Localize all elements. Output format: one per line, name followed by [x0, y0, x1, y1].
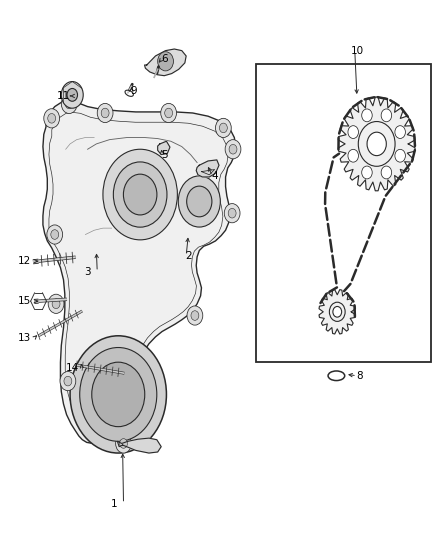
Circle shape [52, 299, 60, 309]
Circle shape [124, 174, 157, 215]
Circle shape [215, 118, 231, 138]
Circle shape [80, 348, 157, 441]
Text: 2: 2 [185, 251, 192, 261]
Text: 11: 11 [57, 91, 70, 101]
Circle shape [187, 306, 203, 325]
Text: 1: 1 [110, 499, 117, 508]
Polygon shape [196, 160, 219, 177]
Circle shape [395, 126, 406, 139]
Polygon shape [158, 141, 170, 155]
Circle shape [348, 149, 358, 162]
Circle shape [60, 372, 76, 391]
Circle shape [92, 362, 145, 426]
Polygon shape [145, 49, 186, 76]
Circle shape [120, 439, 127, 448]
Circle shape [224, 204, 240, 223]
Circle shape [165, 108, 173, 118]
Text: 8: 8 [356, 371, 363, 381]
Circle shape [358, 122, 395, 166]
Circle shape [395, 149, 406, 162]
Circle shape [225, 140, 241, 159]
Circle shape [187, 186, 212, 217]
Text: 10: 10 [350, 46, 364, 55]
Circle shape [161, 103, 177, 123]
Circle shape [228, 208, 236, 218]
Text: 14: 14 [66, 363, 79, 373]
Circle shape [348, 126, 358, 139]
Polygon shape [338, 97, 415, 191]
Text: 6: 6 [161, 54, 168, 63]
Circle shape [116, 434, 131, 453]
Circle shape [381, 109, 392, 122]
Text: 3: 3 [84, 267, 91, 277]
Circle shape [61, 94, 77, 114]
Circle shape [333, 306, 342, 317]
Text: 13: 13 [18, 334, 31, 343]
Circle shape [219, 123, 227, 133]
Circle shape [47, 225, 63, 244]
Circle shape [70, 336, 166, 453]
Circle shape [65, 99, 73, 109]
Circle shape [113, 162, 167, 227]
Circle shape [329, 302, 345, 321]
Text: 15: 15 [18, 296, 31, 306]
Circle shape [367, 132, 386, 156]
Polygon shape [117, 438, 161, 453]
Circle shape [67, 88, 78, 101]
Circle shape [178, 176, 220, 227]
Bar [256, 64, 431, 362]
Circle shape [362, 109, 372, 122]
Circle shape [61, 82, 83, 108]
Polygon shape [319, 289, 356, 334]
Polygon shape [43, 101, 236, 443]
Circle shape [229, 144, 237, 154]
Circle shape [48, 114, 56, 123]
Circle shape [64, 376, 72, 386]
Circle shape [101, 108, 109, 118]
Text: 12: 12 [18, 256, 31, 266]
Text: 4: 4 [211, 171, 218, 181]
Circle shape [44, 109, 60, 128]
Circle shape [103, 149, 177, 240]
Circle shape [48, 294, 64, 313]
Circle shape [362, 166, 372, 179]
Circle shape [381, 166, 392, 179]
Circle shape [97, 103, 113, 123]
Circle shape [191, 311, 199, 320]
Circle shape [158, 52, 173, 71]
Text: 5: 5 [161, 150, 168, 159]
Text: 9: 9 [130, 86, 137, 95]
Circle shape [51, 230, 59, 239]
